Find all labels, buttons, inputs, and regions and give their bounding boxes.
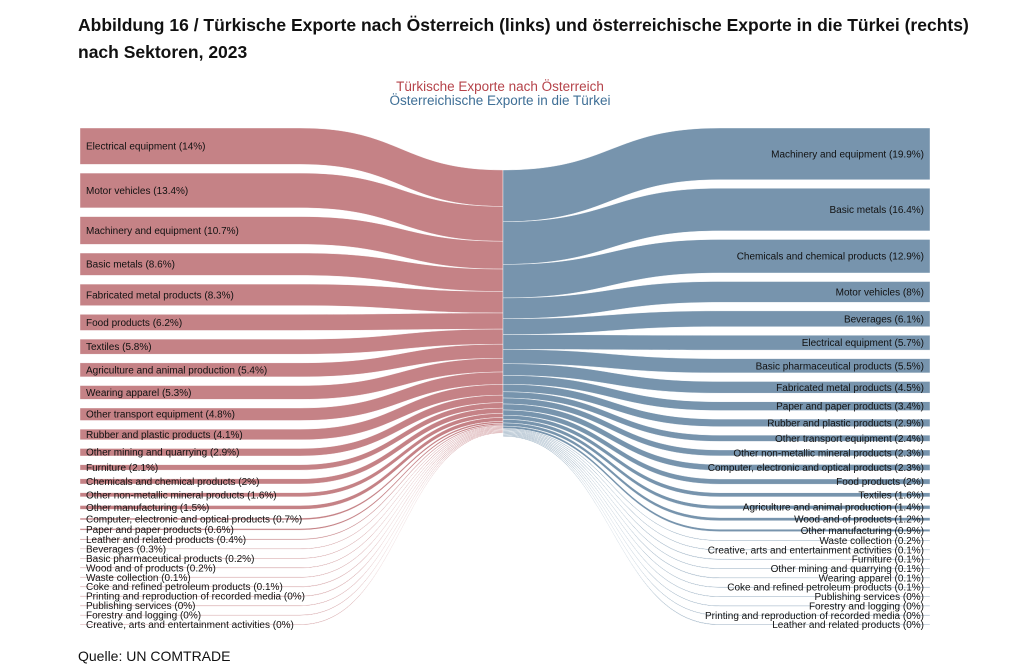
- right-flow: [502, 349, 931, 374]
- right-node-label: Basic pharmaceutical products (5.5%): [756, 361, 924, 372]
- right-node-label: Wearing apparel (0.1%): [819, 573, 924, 584]
- left-node-label: Waste collection (0.1%): [86, 573, 191, 584]
- left-node-label: Food products (6.2%): [86, 318, 182, 329]
- right-node-label: Computer, electronic and optical product…: [708, 463, 924, 474]
- right-flow: [502, 435, 931, 626]
- right-flow: [502, 432, 931, 588]
- right-node-label: Printing and reproduction of recorded me…: [705, 611, 924, 622]
- right-flow: [502, 403, 931, 471]
- right-flow: [502, 414, 931, 498]
- left-node-label: Paper and paper products (0.6%): [86, 525, 234, 536]
- source-note: Quelle: UN COMTRADE: [78, 648, 231, 664]
- right-node-label: Machinery and equipment (19.9%): [771, 149, 924, 160]
- right-node-label: Coke and refined petroleum products (0.1…: [727, 583, 924, 594]
- right-flow: [502, 334, 931, 351]
- right-flow: [502, 433, 931, 598]
- left-node-label: Other transport equipment (4.8%): [86, 410, 235, 421]
- right-flow: [502, 429, 931, 551]
- right-node-label: Textiles (1.6%): [858, 490, 924, 501]
- right-node-label: Paper and paper products (3.4%): [776, 402, 924, 413]
- left-node-label: Agriculture and animal production (5.4%): [86, 365, 267, 376]
- right-node-label: Wood and of products (1.2%): [794, 515, 924, 526]
- left-node-label: Printing and reproduction of recorded me…: [86, 592, 305, 603]
- left-node-label: Basic metals (8.6%): [86, 260, 175, 271]
- right-flow: [502, 433, 931, 607]
- right-flow: [502, 434, 931, 616]
- right-node-label: Leather and related products (0%): [772, 620, 924, 631]
- right-flow: [502, 391, 931, 442]
- right-node-label: Furniture (0.1%): [852, 555, 924, 566]
- right-node-label: Publishing services (0%): [815, 592, 925, 603]
- right-node-label: Other mining and quarrying (0.1%): [771, 564, 924, 575]
- right-flow: [502, 430, 931, 570]
- right-node-label: Agriculture and animal production (1.4%): [743, 503, 924, 514]
- left-node-label: Forestry and logging (0%): [86, 611, 201, 622]
- right-node-label: Other transport equipment (2.4%): [775, 434, 924, 445]
- right-node-label: Rubber and plastic products (2.9%): [767, 418, 924, 429]
- left-node-label: Wearing apparel (5.3%): [86, 388, 191, 399]
- right-node-label: Electrical equipment (5.7%): [802, 338, 924, 349]
- left-node-label: Publishing services (0%): [86, 601, 196, 612]
- right-flow: [502, 363, 931, 394]
- left-node-label: Rubber and plastic products (4.1%): [86, 430, 243, 441]
- left-node-label: Other mining and quarrying (2.9%): [86, 448, 239, 459]
- right-flow: [502, 310, 931, 335]
- left-node-label: Leather and related products (0.4%): [86, 535, 246, 546]
- right-node-label: Motor vehicles (8%): [836, 287, 924, 298]
- left-node-label: Wood and of products (0.2%): [86, 563, 216, 574]
- right-flow: [502, 384, 931, 427]
- left-node-label: Other non-metallic mineral products (1.6…: [86, 490, 277, 501]
- right-flow: [502, 431, 931, 579]
- left-node-label: Electrical equipment (14%): [86, 142, 206, 153]
- left-node-label: Machinery and equipment (10.7%): [86, 226, 239, 237]
- left-node-label: Other manufacturing (1.5%): [86, 503, 209, 514]
- left-node-label: Textiles (5.8%): [86, 342, 152, 353]
- right-flow: [502, 409, 931, 485]
- left-node-label: Basic pharmaceutical products (0.2%): [86, 554, 254, 565]
- left-node-label: Beverages (0.3%): [86, 544, 166, 555]
- left-node-label: Computer, electronic and optical product…: [86, 514, 302, 525]
- right-node-label: Waste collection (0.2%): [819, 536, 924, 547]
- right-node-label: Creative, arts and entertainment activit…: [708, 545, 924, 556]
- right-node-label: Forestry and logging (0%): [809, 601, 924, 612]
- legend-turkish-exports: Türkische Exporte nach Österreich: [396, 79, 604, 94]
- right-node-label: Basic metals (16.4%): [830, 205, 924, 216]
- right-flow: [502, 428, 931, 542]
- right-flow: [502, 188, 931, 265]
- right-node-label: Food products (2%): [836, 477, 924, 488]
- right-flow: [502, 375, 931, 411]
- left-node-label: Chemicals and chemical products (2%): [86, 477, 259, 488]
- right-flow: [502, 422, 931, 521]
- legend-austrian-exports: Österreichische Exporte in die Türkei: [389, 93, 611, 108]
- right-node-label: Other manufacturing (0.9%): [801, 526, 924, 537]
- right-node-label: Fabricated metal products (4.5%): [776, 383, 924, 394]
- left-node-label: Creative, arts and entertainment activit…: [86, 620, 294, 631]
- left-node-label: Coke and refined petroleum products (0.1…: [86, 582, 283, 593]
- left-node-label: Furniture (2.1%): [86, 463, 158, 474]
- right-flow: [502, 429, 931, 560]
- figure-title: Abbildung 16 / Türkische Exporte nach Ös…: [78, 15, 969, 62]
- right-flow: [502, 425, 931, 532]
- right-flow: [502, 281, 931, 319]
- left-node-label: Motor vehicles (13.4%): [86, 186, 188, 197]
- left-node-label: Fabricated metal products (8.3%): [86, 290, 234, 301]
- right-flow: [502, 397, 931, 457]
- right-node-label: Chemicals and chemical products (12.9%): [737, 252, 924, 263]
- right-flow: [502, 239, 931, 299]
- right-node-label: Other non-metallic mineral products (2.3…: [733, 448, 924, 459]
- right-flow: [502, 419, 931, 510]
- right-node-label: Beverages (6.1%): [844, 314, 924, 325]
- right-flow: [502, 127, 931, 222]
